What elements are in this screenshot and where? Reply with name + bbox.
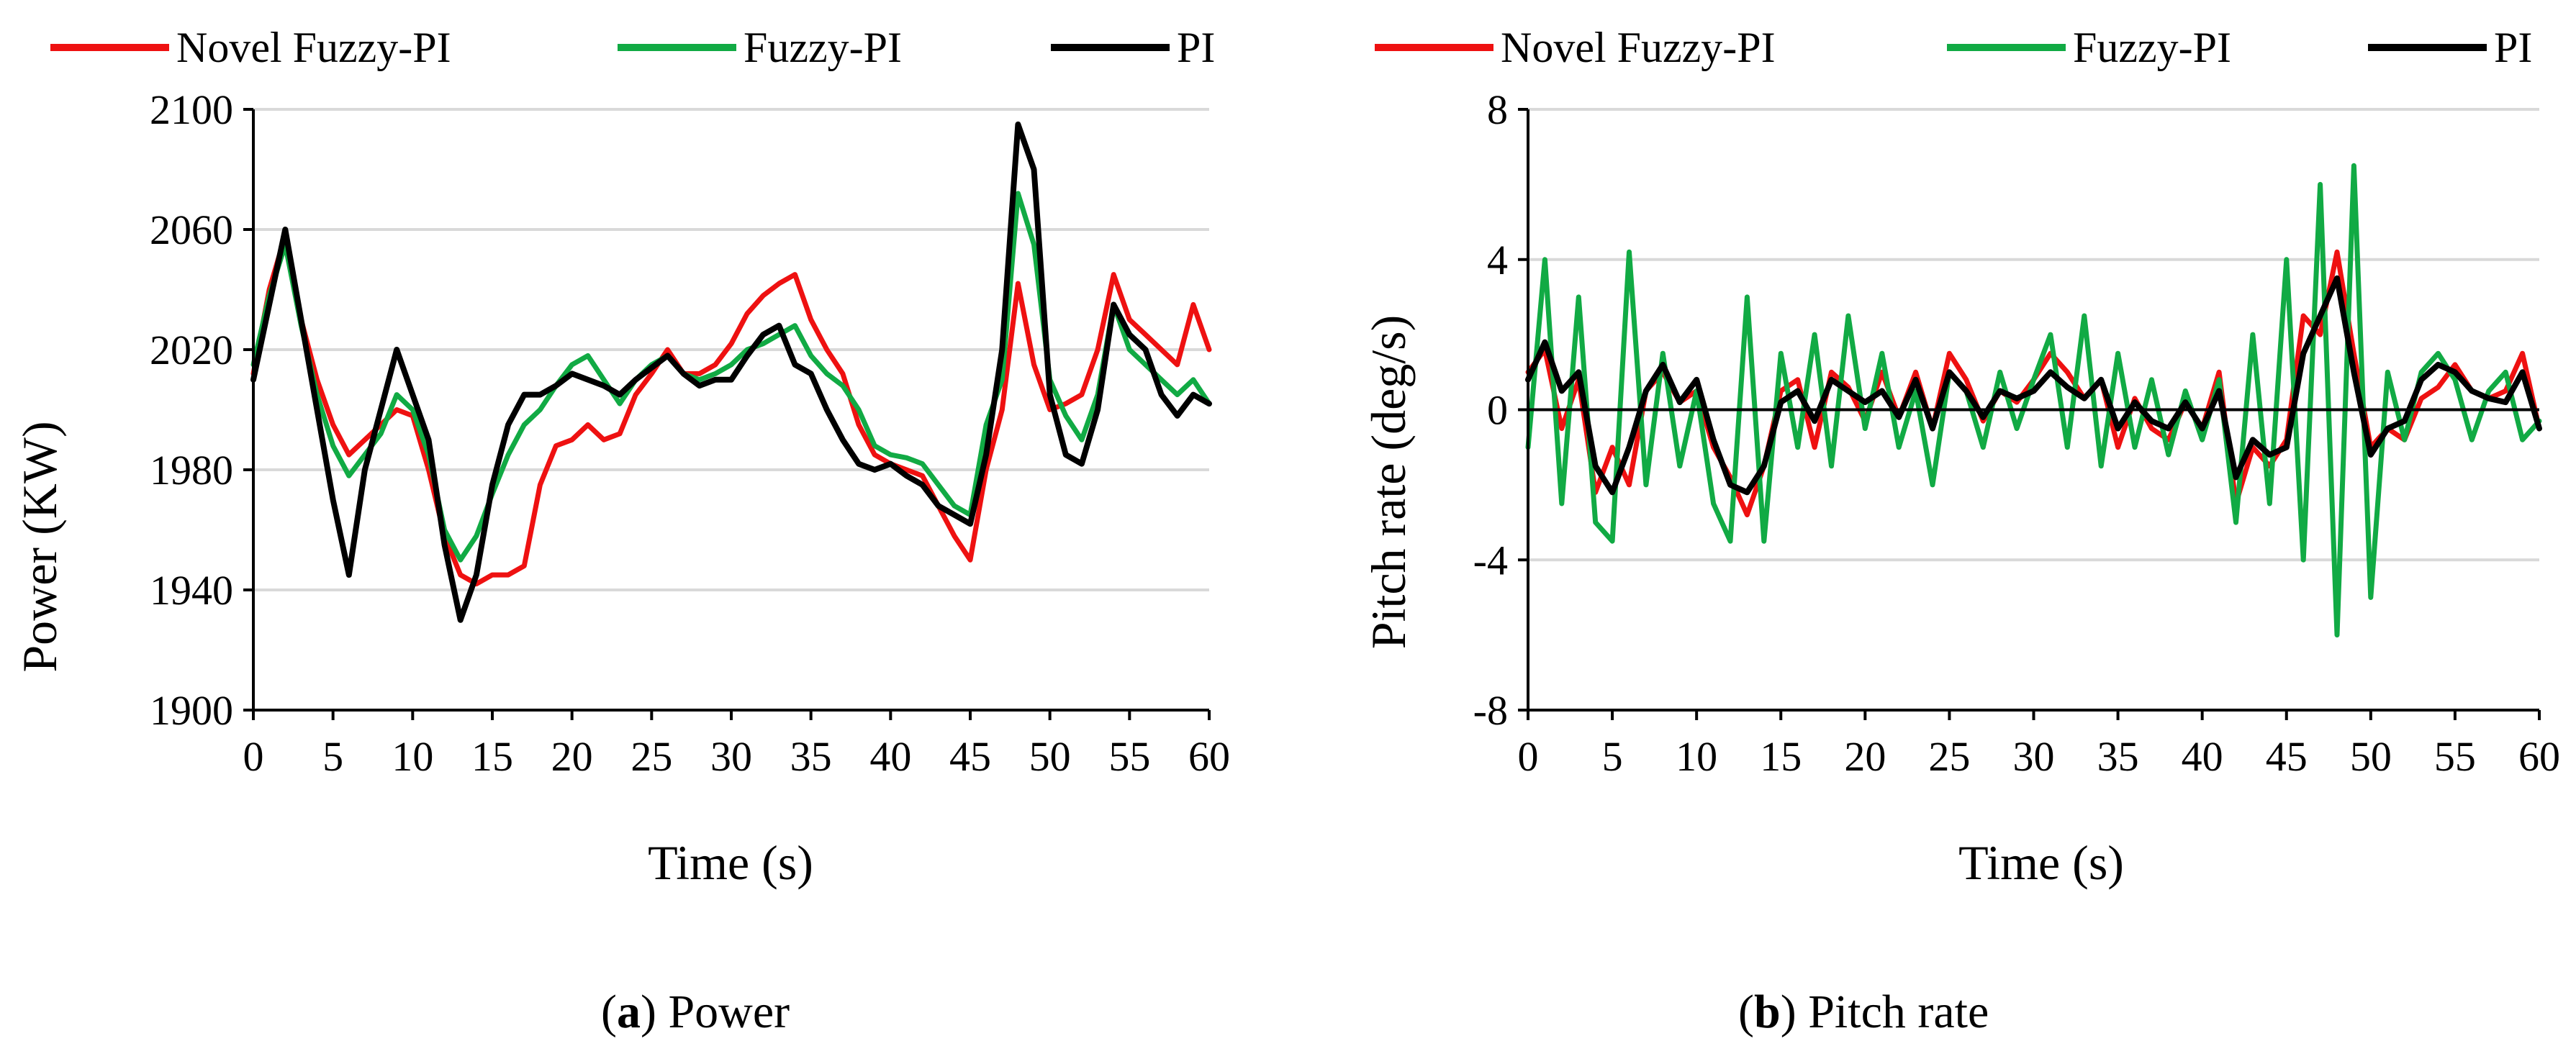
power-caption: (a) Power bbox=[601, 986, 790, 1038]
legend-label-pi: PI bbox=[1177, 24, 1215, 71]
power-x-axis-title: Time (s) bbox=[648, 835, 813, 890]
power-x-tick-label: 20 bbox=[551, 733, 593, 780]
power-x-tick-label: 30 bbox=[710, 733, 752, 780]
pitch-rate-series-lines bbox=[1525, 163, 2542, 638]
pitch-rate-x-tick-label: 55 bbox=[2434, 733, 2476, 780]
power-x-tick-label: 40 bbox=[869, 733, 911, 780]
legend-item-pi: PI bbox=[2368, 24, 2532, 71]
power-y-tick-label: 1980 bbox=[150, 447, 233, 494]
pitch-rate-chart-panel: Novel Fuzzy-PI Fuzzy-PI PI -8 -4 0 4 8 0 5 10 1… bbox=[1361, 24, 2560, 1038]
legend-item-fuzzy-pi: Fuzzy-PI bbox=[618, 24, 902, 71]
legend-label-novel-fuzzy-pi: Novel Fuzzy-PI bbox=[1501, 24, 1776, 71]
power-series-lines bbox=[250, 121, 1212, 623]
power-axes bbox=[243, 108, 1211, 720]
pitch-rate-x-tick-labels: 0 5 10 15 20 25 30 35 40 45 50 55 60 bbox=[1518, 733, 2561, 780]
power-x-tick-labels: 0 5 10 15 20 25 30 35 40 45 50 55 60 bbox=[243, 733, 1231, 780]
pitch-rate-x-tick-label: 50 bbox=[2350, 733, 2392, 780]
pitch-rate-x-tick-label: 20 bbox=[1844, 733, 1886, 780]
power-caption-text: Power bbox=[668, 986, 790, 1038]
pitch-rate-y-tick-label: -8 bbox=[1473, 687, 1508, 734]
power-y-tick-label: 2060 bbox=[150, 206, 233, 253]
power-y-tick-label: 1940 bbox=[150, 567, 233, 614]
pitch-rate-caption-letter: b bbox=[1754, 986, 1781, 1038]
legend-item-novel-fuzzy-pi: Novel Fuzzy-PI bbox=[50, 24, 451, 71]
power-y-axis-title: Power (KW) bbox=[12, 421, 67, 672]
pitch-rate-y-tick-label: 4 bbox=[1487, 237, 1508, 283]
power-caption-letter: a bbox=[617, 986, 641, 1038]
pitch-rate-gridlines bbox=[1528, 108, 2539, 562]
legend-item-novel-fuzzy-pi: Novel Fuzzy-PI bbox=[1375, 24, 1776, 71]
pitch-rate-y-tick-labels: -8 -4 0 4 8 bbox=[1473, 86, 1508, 734]
pitch-rate-x-tick-label: 45 bbox=[2266, 733, 2308, 780]
pitch-rate-x-tick-label: 15 bbox=[1760, 733, 1802, 780]
pitch-rate-x-tick-label: 0 bbox=[1518, 733, 1539, 780]
power-x-tick-label: 10 bbox=[392, 733, 433, 780]
pitch-rate-x-tick-label: 35 bbox=[2097, 733, 2139, 780]
power-y-tick-label: 2020 bbox=[150, 327, 233, 373]
legend-label-fuzzy-pi: Fuzzy-PI bbox=[744, 24, 902, 71]
pitch-rate-x-tick-label: 30 bbox=[2013, 733, 2055, 780]
legend-label-novel-fuzzy-pi: Novel Fuzzy-PI bbox=[176, 24, 451, 71]
pitch-rate-y-tick-label: -4 bbox=[1473, 537, 1508, 583]
power-series-pi bbox=[250, 121, 1212, 623]
power-legend: Novel Fuzzy-PI Fuzzy-PI PI bbox=[50, 24, 1215, 71]
pitch-rate-series-pi bbox=[1525, 275, 2542, 496]
pitch-rate-x-tick-label: 60 bbox=[2518, 733, 2560, 780]
power-y-tick-labels: 1900 1940 1980 2020 2060 2100 bbox=[150, 86, 233, 734]
legend-item-fuzzy-pi: Fuzzy-PI bbox=[1947, 24, 2231, 71]
pitch-rate-x-tick-label: 5 bbox=[1602, 733, 1623, 780]
pitch-rate-series-fuzzy-pi bbox=[1525, 163, 2542, 638]
pitch-rate-axes bbox=[1518, 108, 2541, 720]
power-x-tick-label: 25 bbox=[631, 733, 672, 780]
pitch-rate-y-tick-label: 0 bbox=[1487, 387, 1508, 434]
legend-item-pi: PI bbox=[1051, 24, 1215, 71]
power-x-tick-label: 50 bbox=[1029, 733, 1071, 780]
pitch-rate-caption: (b) Pitch rate bbox=[1738, 986, 1989, 1038]
power-x-tick-label: 35 bbox=[790, 733, 832, 780]
legend-label-fuzzy-pi: Fuzzy-PI bbox=[2073, 24, 2231, 71]
pitch-rate-x-tick-label: 40 bbox=[2182, 733, 2223, 780]
power-chart-panel: Novel Fuzzy-PI Fuzzy-PI PI 1900 1940 1980 2… bbox=[12, 24, 1230, 1038]
power-y-tick-label: 1900 bbox=[150, 687, 233, 734]
power-x-tick-label: 5 bbox=[322, 733, 343, 780]
power-x-tick-label: 55 bbox=[1108, 733, 1150, 780]
power-y-tick-label: 2100 bbox=[150, 86, 233, 133]
pitch-rate-y-tick-label: 8 bbox=[1487, 86, 1508, 133]
legend-label-pi: PI bbox=[2494, 24, 2532, 71]
pitch-rate-y-axis-title: Pitch rate (deg/s) bbox=[1361, 315, 1416, 650]
pitch-rate-legend: Novel Fuzzy-PI Fuzzy-PI PI bbox=[1375, 24, 2532, 71]
power-gridlines bbox=[253, 108, 1209, 591]
power-x-tick-label: 15 bbox=[471, 733, 513, 780]
power-x-tick-label: 60 bbox=[1188, 733, 1230, 780]
pitch-rate-x-tick-label: 25 bbox=[1928, 733, 1970, 780]
pitch-rate-x-axis-title: Time (s) bbox=[1958, 835, 2124, 890]
power-x-tick-label: 0 bbox=[243, 733, 264, 780]
pitch-rate-caption-text: Pitch rate bbox=[1808, 986, 1989, 1038]
power-x-tick-label: 45 bbox=[949, 733, 991, 780]
pitch-rate-x-tick-label: 10 bbox=[1676, 733, 1717, 780]
